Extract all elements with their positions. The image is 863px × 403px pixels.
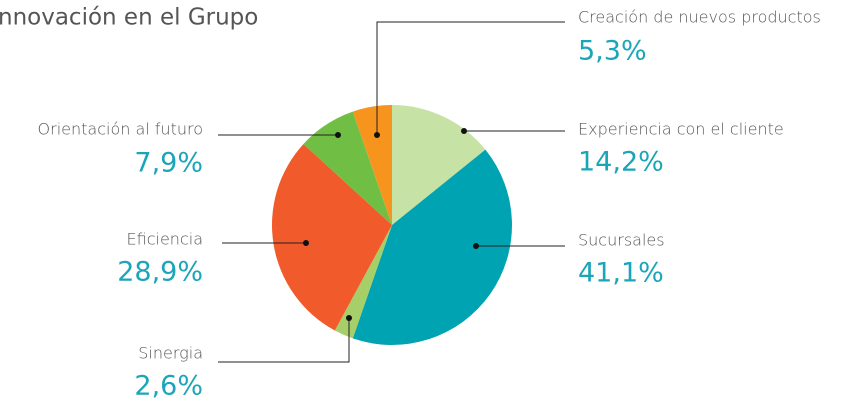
slice-name: Creación de nuevos productos — [578, 8, 821, 27]
slice-value: 28,9% — [117, 257, 203, 288]
pie-slice — [352, 105, 392, 225]
slice-value: 7,9% — [134, 148, 203, 179]
slice-value: 2,6% — [134, 371, 203, 402]
slice-value: 41,1% — [578, 258, 664, 289]
leader-dot — [303, 240, 309, 246]
leader-dot — [335, 132, 341, 138]
slice-name: Sinergia — [138, 344, 203, 363]
slice-name: Eficiencia — [127, 230, 203, 249]
pie-slice — [352, 149, 513, 345]
pie-slice — [303, 111, 392, 225]
leader-line — [218, 318, 350, 363]
slice-value: 5,3% — [578, 36, 647, 67]
pie-slice — [334, 225, 392, 339]
pie-slice — [271, 143, 392, 331]
leader-dot — [473, 243, 479, 249]
slice-value: 14,2% — [578, 147, 664, 178]
slice-name: Orientación al futuro — [38, 120, 203, 139]
leader-line — [376, 21, 565, 135]
leader-dot — [374, 132, 380, 138]
leader-dot — [346, 315, 352, 321]
chart-title: nnovación en el Grupo — [0, 5, 258, 31]
slice-name: Sucursales — [578, 231, 665, 250]
slice-name: Experiencia con el cliente — [578, 120, 784, 139]
leader-dot — [461, 128, 467, 134]
pie-slice — [392, 105, 486, 225]
